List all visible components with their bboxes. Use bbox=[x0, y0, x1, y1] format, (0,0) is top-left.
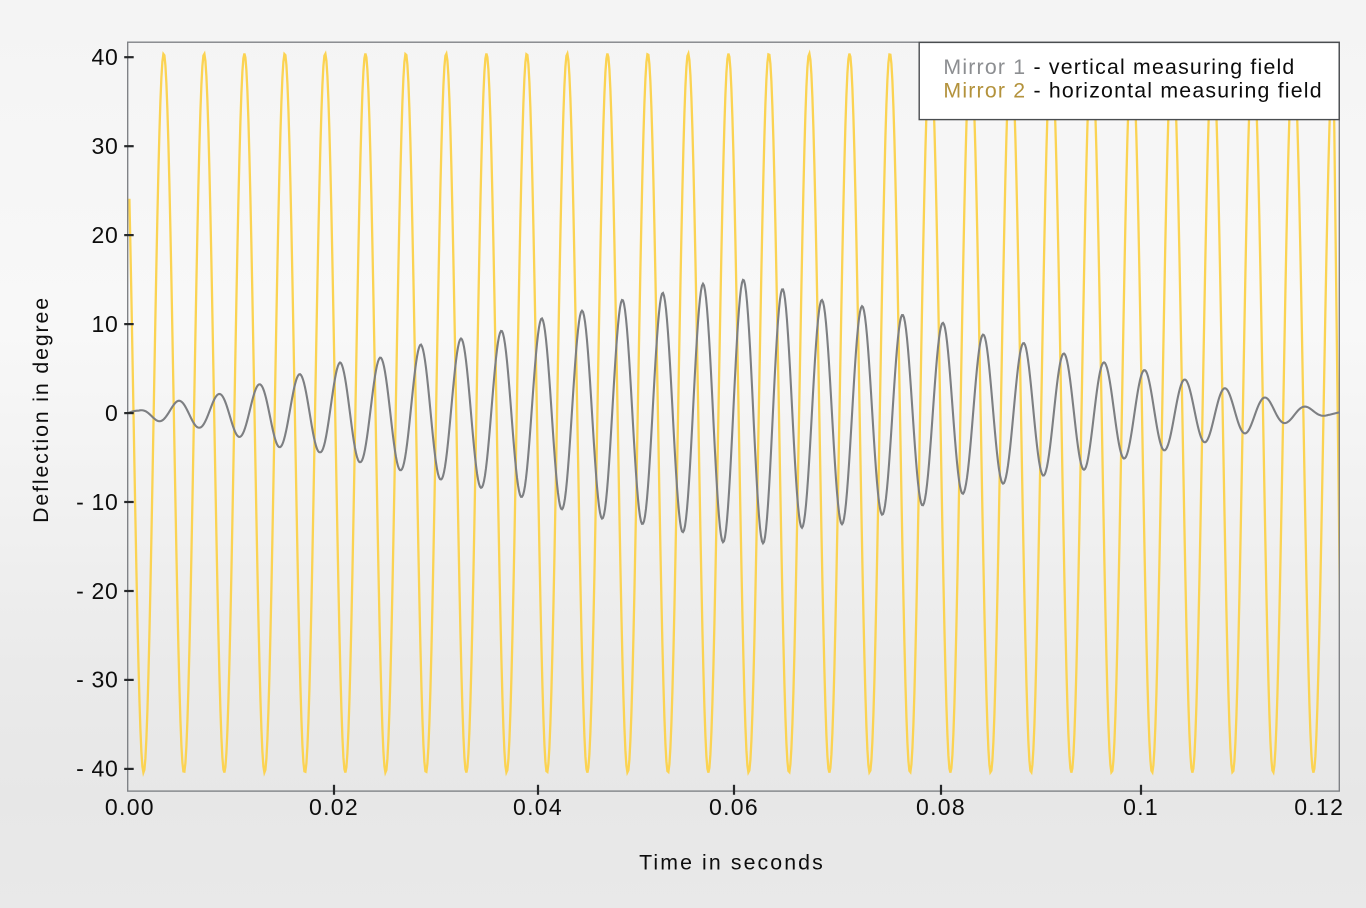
svg-text:Mirror 1 - vertical measuring: Mirror 1 - vertical measuring field bbox=[943, 55, 1295, 79]
svg-text:- 30: - 30 bbox=[76, 667, 118, 693]
svg-text:Deflection in degree: Deflection in degree bbox=[29, 296, 53, 523]
svg-text:- 40: - 40 bbox=[76, 756, 118, 782]
svg-text:0.06: 0.06 bbox=[709, 794, 759, 820]
svg-text:0.1: 0.1 bbox=[1123, 794, 1159, 820]
svg-text:0.02: 0.02 bbox=[309, 794, 359, 820]
svg-text:20: 20 bbox=[92, 222, 119, 248]
svg-text:0: 0 bbox=[105, 400, 119, 426]
svg-text:Mirror 2 - horizontal measurin: Mirror 2 - horizontal measuring field bbox=[943, 78, 1322, 102]
svg-text:10: 10 bbox=[92, 311, 119, 337]
svg-text:- 20: - 20 bbox=[76, 578, 118, 604]
svg-text:0.08: 0.08 bbox=[916, 794, 966, 820]
svg-text:0.00: 0.00 bbox=[105, 794, 155, 820]
svg-text:40: 40 bbox=[92, 44, 119, 70]
svg-text:30: 30 bbox=[92, 133, 119, 159]
svg-text:Time in seconds: Time in seconds bbox=[639, 850, 825, 874]
svg-text:0.12: 0.12 bbox=[1294, 794, 1344, 820]
svg-text:0.04: 0.04 bbox=[513, 794, 563, 820]
svg-text:- 10: - 10 bbox=[76, 489, 118, 515]
